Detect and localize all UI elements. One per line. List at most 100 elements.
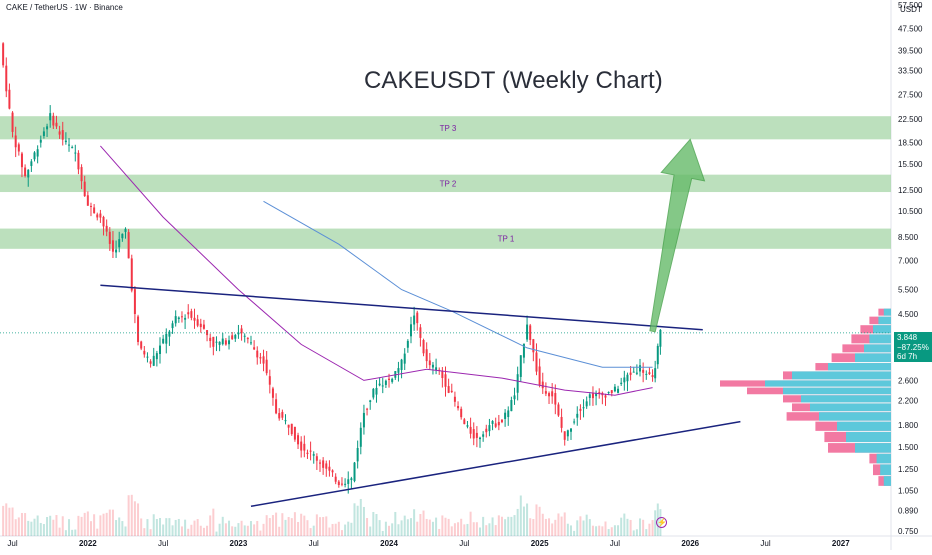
candle-body [108, 231, 111, 244]
candle-body [262, 356, 265, 364]
candle-body [268, 376, 271, 385]
candle-body [519, 355, 522, 377]
candle-body [463, 419, 466, 425]
candle-body [340, 483, 343, 485]
volume-bar [24, 513, 27, 536]
candle-body [130, 258, 133, 291]
volume-bar [526, 503, 529, 536]
candle-body [328, 466, 331, 471]
candle-body [121, 233, 124, 239]
bar-countdown: 6d 7h [897, 352, 918, 361]
volume-profile-buy [819, 412, 891, 421]
volume-bar [5, 503, 8, 536]
y-tick-label: 2.600 [898, 376, 919, 385]
volume-bar [422, 510, 425, 536]
x-tick-label: Jul [309, 539, 319, 548]
candle-body [199, 323, 202, 328]
volume-bar [651, 520, 654, 536]
volume-bar [49, 515, 52, 536]
candle-body [620, 382, 623, 384]
tp-zone-label: TP 2 [440, 179, 457, 188]
candle-body [491, 420, 494, 424]
volume-bar [187, 528, 190, 536]
candle-body [359, 427, 362, 447]
volume-bar [397, 524, 400, 536]
candle-body [610, 390, 613, 393]
volume-bar [14, 519, 17, 536]
candle-body [152, 355, 155, 366]
volume-bar [206, 525, 209, 536]
volume-bar [428, 519, 431, 536]
lightning-icon[interactable]: ⚡ [656, 517, 667, 528]
volume-bar [607, 529, 610, 536]
volume-bar [278, 526, 281, 536]
candle-body [237, 332, 240, 335]
candle-body [569, 428, 572, 432]
candle-body [444, 374, 447, 387]
volume-bar [240, 520, 243, 536]
volume-bar [378, 520, 381, 536]
volume-bar [64, 530, 67, 536]
candle-body [598, 392, 601, 394]
candle-body [457, 406, 460, 409]
moving-average-line [100, 145, 653, 396]
volume-bar [601, 526, 604, 536]
volume-bar [265, 515, 268, 536]
volume-bar [366, 517, 369, 536]
volume-bar [20, 512, 23, 536]
volume-bar [438, 528, 441, 536]
currency-label: USDT [900, 5, 922, 14]
volume-profile-buy [783, 387, 891, 395]
candle-body [162, 338, 165, 344]
volume-bar [591, 525, 594, 536]
candle-body [253, 347, 256, 350]
candle-body [447, 386, 450, 393]
volume-bar [202, 527, 205, 536]
candle-body [642, 369, 645, 373]
x-tick-label: 2027 [832, 539, 850, 548]
candle-body [184, 317, 187, 320]
volume-bar [388, 525, 391, 536]
candle-body [425, 349, 428, 362]
candle-body [240, 328, 243, 334]
volume-bar [639, 518, 642, 536]
candle-body [563, 431, 566, 440]
candle-body [403, 353, 406, 364]
volume-profile-buy [873, 325, 891, 334]
volume-bar [494, 525, 497, 536]
volume-bar [642, 519, 645, 536]
candle-body [538, 366, 541, 385]
candle-body [604, 395, 607, 398]
candle-body [337, 481, 340, 486]
volume-bar [475, 522, 478, 536]
trendline [250, 420, 741, 508]
candle-body [654, 368, 657, 379]
candle-body [231, 335, 234, 340]
volume-bar [504, 519, 507, 536]
candle-body [369, 400, 372, 402]
volume-bar [193, 520, 196, 536]
volume-bar [17, 517, 20, 536]
volume-bar [130, 494, 133, 536]
candle-body [5, 65, 8, 92]
candle-body [55, 122, 58, 127]
volume-bar [425, 518, 428, 536]
x-tick-label: Jul [7, 539, 17, 548]
y-tick-label: 22.500 [898, 115, 923, 124]
y-tick-label: 12.500 [898, 186, 923, 195]
volume-bar [77, 515, 80, 536]
candle-body [353, 462, 356, 482]
tp-zone [0, 228, 891, 249]
volume-bar [306, 520, 309, 536]
volume-profile-buy [876, 453, 891, 464]
y-tick-label: 8.500 [898, 233, 919, 242]
volume-bar [406, 519, 409, 536]
volume-bar [444, 517, 447, 536]
volume-bar [231, 526, 234, 536]
candle-body [472, 429, 475, 439]
candle-body [281, 411, 284, 418]
volume-bar [224, 523, 227, 536]
volume-bar [372, 511, 375, 536]
volume-bar [519, 495, 522, 536]
